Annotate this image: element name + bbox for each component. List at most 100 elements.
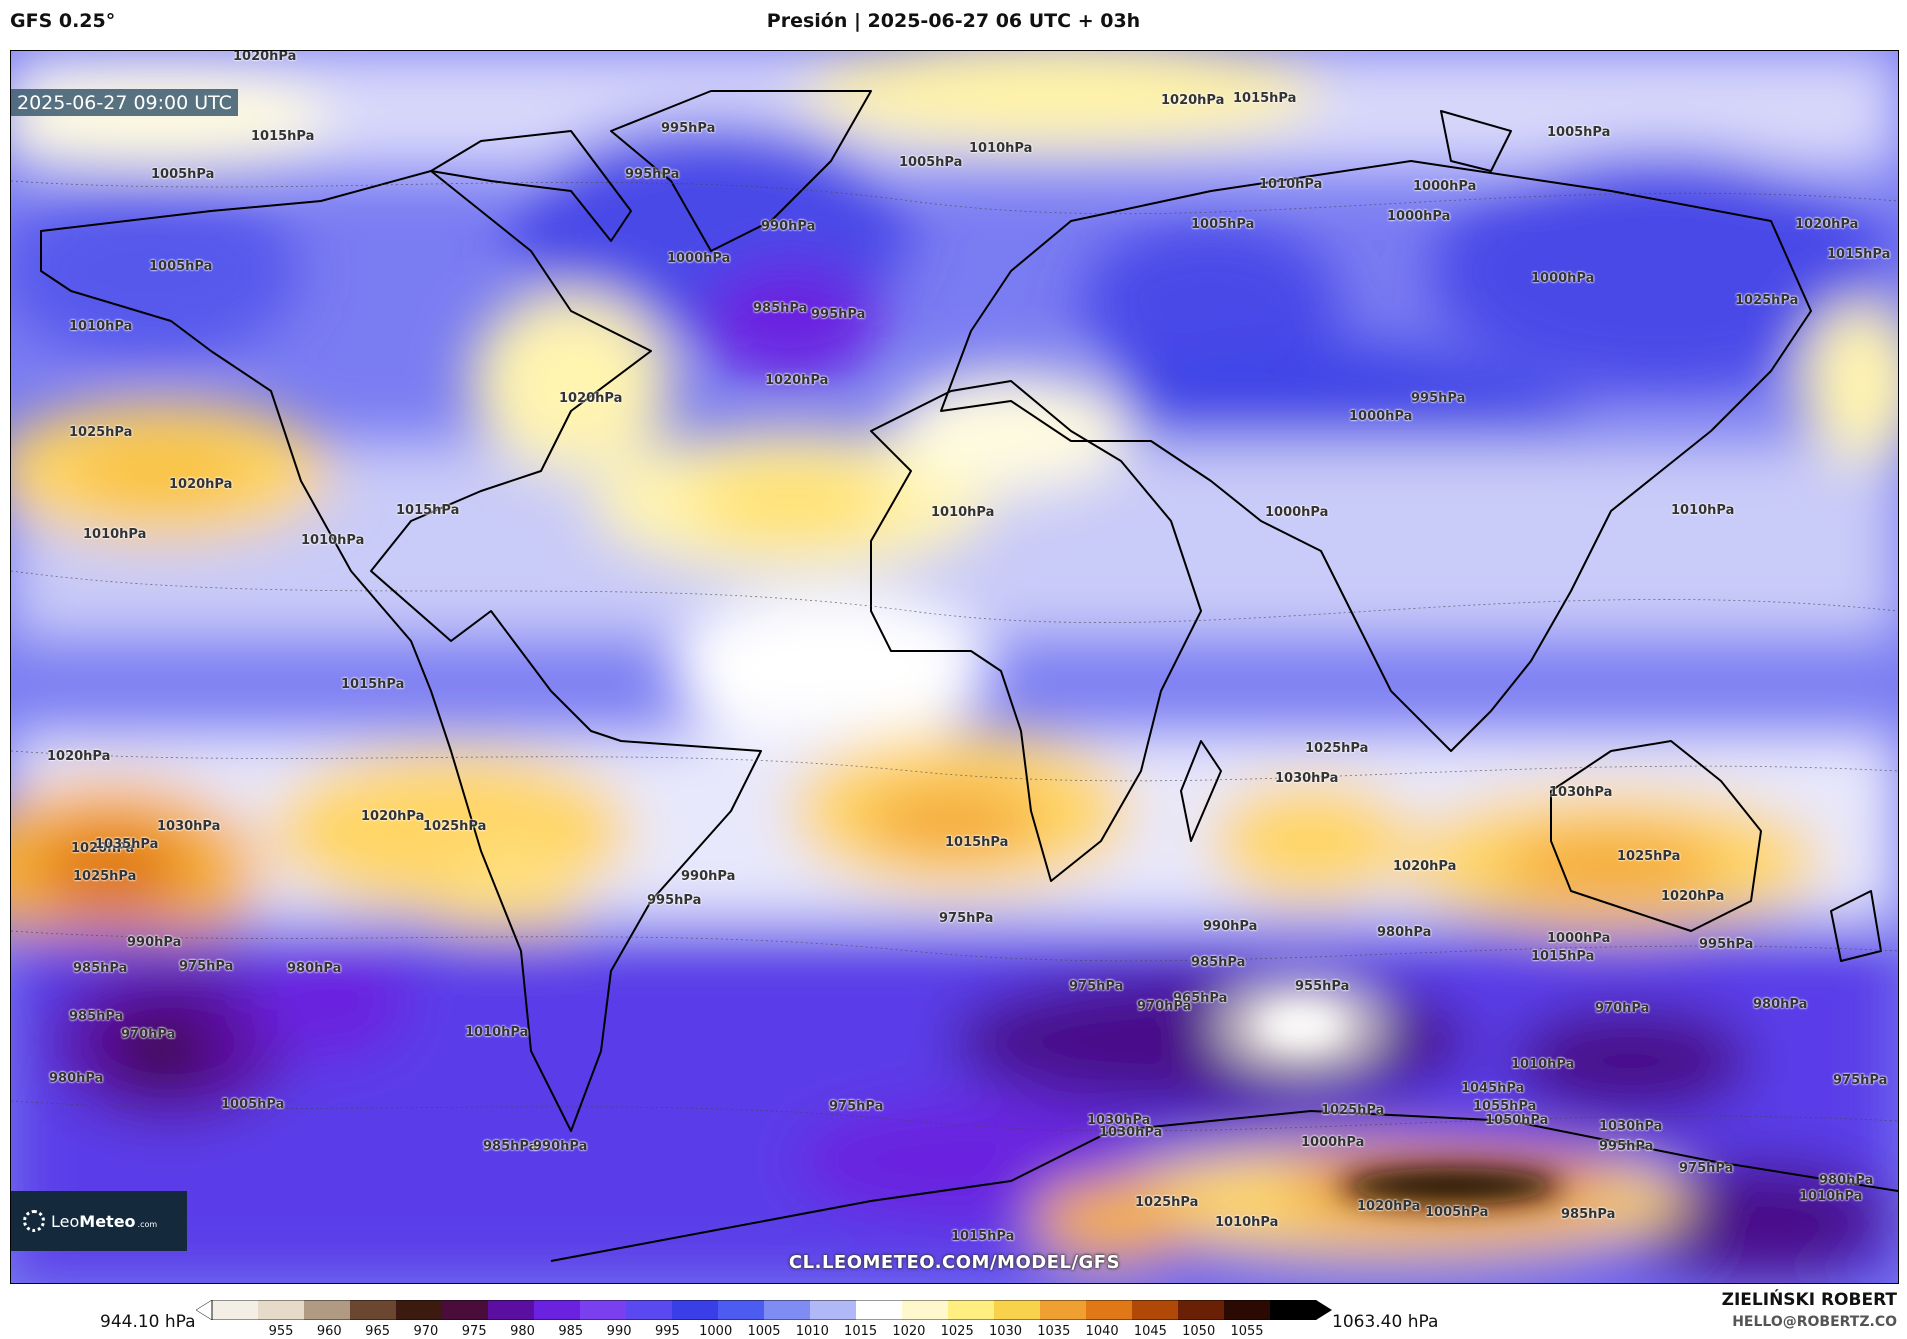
- isobar-label: 1030hPa: [1599, 1119, 1663, 1134]
- colorbar-tick-label: 955: [268, 1324, 294, 1339]
- colorbar-min-arrow: [196, 1300, 213, 1320]
- isobar-label: 1020hPa: [1795, 217, 1859, 232]
- pressure-colorbar: [196, 1300, 1332, 1320]
- isobar-label: 995hPa: [661, 121, 716, 136]
- isobar-label: 1020hPa: [71, 841, 135, 856]
- isobar-label: 975hPa: [1069, 979, 1124, 994]
- colorbar-max-arrow: [1316, 1300, 1332, 1320]
- isobar-label: 1030hPa: [1099, 1125, 1163, 1140]
- colorbar-tick-label: 990: [606, 1324, 632, 1339]
- isobar-label: 1020hPa: [1161, 93, 1225, 108]
- colorbar-cell: [350, 1300, 397, 1320]
- isobar-label: 985hPa: [73, 961, 128, 976]
- isobar-label: 1005hPa: [151, 167, 215, 182]
- logo-brand-light: Leo: [51, 1211, 80, 1231]
- colorbar-cell: [1132, 1300, 1179, 1320]
- model-label: GFS 0.25°: [10, 10, 116, 32]
- colorbar-cell: [672, 1300, 719, 1320]
- isobar-label: 990hPa: [681, 869, 736, 884]
- colorbar-frame: [211, 1300, 1317, 1320]
- isobar-label: 995hPa: [647, 893, 702, 908]
- colorbar-cell: [258, 1300, 305, 1320]
- isobar-label: 970hPa: [121, 1027, 176, 1042]
- isobar-label: 1015hPa: [251, 129, 315, 144]
- isobar-label: 1000hPa: [667, 251, 731, 266]
- isobar-label: 975hPa: [829, 1099, 884, 1114]
- isobar-label: 1005hPa: [149, 259, 213, 274]
- colorbar-cell: [488, 1300, 535, 1320]
- isobar-label: 1055hPa: [1473, 1099, 1537, 1114]
- colorbar-tick-label: 1050: [1182, 1324, 1216, 1339]
- isobar-label: 1010hPa: [1215, 1215, 1279, 1230]
- isobar-label: 980hPa: [1377, 925, 1432, 940]
- colorbar-cell: [764, 1300, 811, 1320]
- isobar-label: 995hPa: [1411, 391, 1466, 406]
- colorbar-tick-label: 1040: [1085, 1324, 1119, 1339]
- pressure-map[interactable]: 1020hPa 1015hPa 1005hPa 1005hPa 1010hPa 1025h…: [10, 50, 1899, 1284]
- isobar-label: 995hPa: [811, 307, 866, 322]
- map-title: Presión | 2025-06-27 06 UTC + 03h: [766, 10, 1141, 32]
- colorbar-cell: [1224, 1300, 1271, 1320]
- colorbar-cell: [396, 1300, 443, 1320]
- isobar-label: 1045hPa: [1461, 1081, 1525, 1096]
- isobar-label: 1025hPa: [73, 869, 137, 884]
- isobar-label: 1010hPa: [69, 319, 133, 334]
- isobar-label: 1000hPa: [1547, 931, 1611, 946]
- colorbar-max-label: 1063.40 hPa: [1332, 1312, 1439, 1332]
- isobar-label: 1050hPa: [1485, 1113, 1549, 1128]
- source-watermark: CL.LEOMETEO.COM/MODEL/GFS: [788, 1252, 1121, 1273]
- isobar-label: 990hPa: [533, 1139, 588, 1154]
- colorbar-cell: [856, 1300, 903, 1320]
- colorbar-tick-label: 980: [510, 1324, 535, 1339]
- isobar-label: 995hPa: [625, 167, 680, 182]
- isobar-label: 1010hPa: [1671, 503, 1735, 518]
- colorbar-tick-label: 1015: [844, 1324, 878, 1339]
- isobar-label: 1000hPa: [1413, 179, 1477, 194]
- isobar-label: 990hPa: [127, 935, 182, 950]
- isobar-label: 1010hPa: [301, 533, 365, 548]
- isobar-label: 985hPa: [1561, 1207, 1616, 1222]
- isobar-label: 1010hPa: [931, 505, 995, 520]
- colorbar-tick-label: 1000: [699, 1324, 733, 1339]
- isobar-label: 1005hPa: [1547, 125, 1611, 140]
- colorbar-cell: [948, 1300, 995, 1320]
- sun-icon: [23, 1210, 45, 1232]
- colorbar-cell: [994, 1300, 1041, 1320]
- isobar-label: 970hPa: [1595, 1001, 1650, 1016]
- colorbar-tick-label: 985: [558, 1324, 584, 1339]
- isobar-label: 985hPa: [1191, 955, 1246, 970]
- colorbar-min-label: 944.10 hPa: [100, 1312, 196, 1332]
- isobar-label: 1030hPa: [1549, 785, 1613, 800]
- colorbar-cell: [718, 1300, 765, 1320]
- isobar-label: 1025hPa: [69, 425, 133, 440]
- leometeo-logo[interactable]: Leo Meteo .com: [11, 1191, 187, 1251]
- isobar-label: 955hPa: [1295, 979, 1350, 994]
- colorbar-tick-label: 1010: [795, 1324, 829, 1339]
- isobar-label: 985hPa: [69, 1009, 124, 1024]
- isobar-label: 1000hPa: [1301, 1135, 1365, 1150]
- colorbar-cell: [580, 1300, 627, 1320]
- isobar-label: 1005hPa: [899, 155, 963, 170]
- colorbar-tick-label: 965: [365, 1324, 391, 1339]
- isobar-label: 1025hPa: [1135, 1195, 1199, 1210]
- colorbar-tick-label: 960: [316, 1324, 342, 1339]
- isobar-label: 1015hPa: [1233, 91, 1297, 106]
- isobar-label: 970hPa: [1137, 999, 1192, 1014]
- isobar-label: 1015hPa: [1827, 247, 1891, 262]
- isobar-label: 1015hPa: [396, 503, 460, 518]
- colorbar-cell: [1040, 1300, 1087, 1320]
- colorbar-cell: [304, 1300, 351, 1320]
- author-email: HELLO@ROBERTZ.CO: [1732, 1314, 1897, 1330]
- isobar-label: 1005hPa: [221, 1097, 285, 1112]
- isobar-label: 1010hPa: [1259, 177, 1323, 192]
- isobar-label: 1020hPa: [233, 50, 297, 64]
- colorbar-tick-label: 970: [413, 1324, 439, 1339]
- isobar-label: 1015hPa: [951, 1229, 1015, 1244]
- colorbar-cell: [1086, 1300, 1133, 1320]
- isobar-label: 1030hPa: [157, 819, 221, 834]
- isobar-label: 1020hPa: [169, 477, 233, 492]
- isobar-label: 1025hPa: [423, 819, 487, 834]
- isobar-label: 1005hPa: [1191, 217, 1255, 232]
- isobar-label: 995hPa: [1599, 1139, 1654, 1154]
- isobar-label: 1015hPa: [945, 835, 1009, 850]
